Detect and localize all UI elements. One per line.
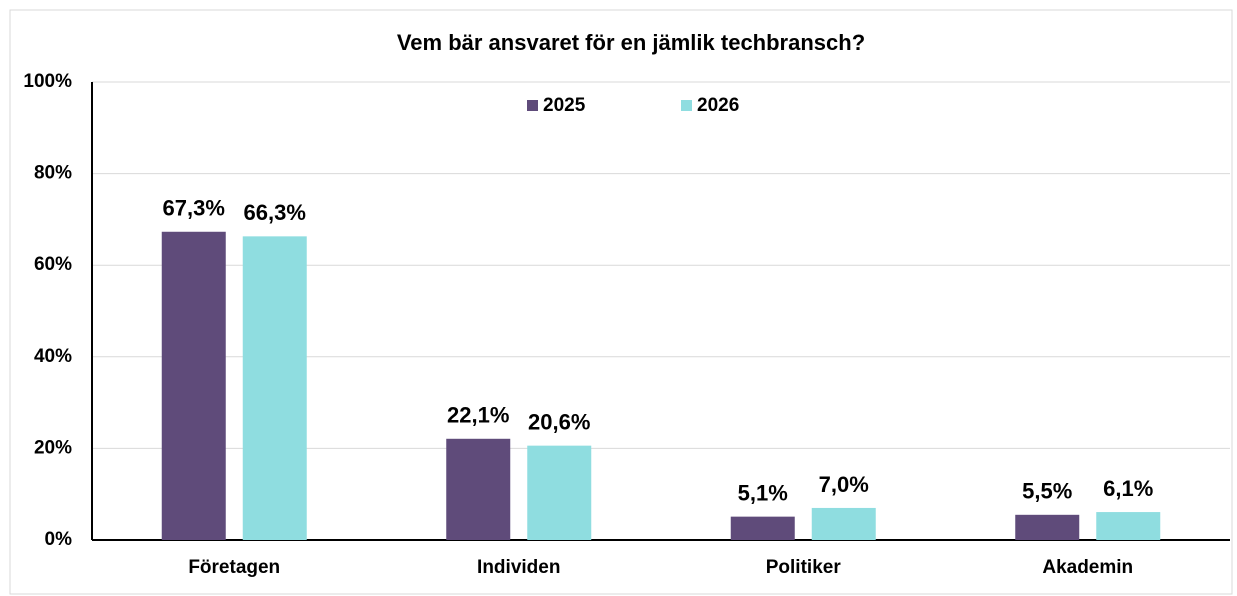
value-label: 66,3% (244, 200, 306, 225)
legend-label: 2026 (697, 95, 739, 116)
bar (811, 507, 876, 540)
bar (242, 236, 307, 540)
y-tick-label: 0% (45, 529, 73, 550)
chart-title: Vem bär ansvaret för en jämlik techbrans… (397, 30, 865, 55)
value-label: 22,1% (447, 403, 509, 428)
value-label: 20,6% (528, 409, 590, 434)
y-tick-label: 20% (34, 437, 72, 458)
legend-label: 2025 (543, 95, 586, 116)
value-label: 7,0% (819, 472, 869, 497)
y-tick-label: 40% (34, 346, 72, 367)
bar (527, 445, 592, 540)
legend-swatch (681, 100, 692, 111)
value-label: 5,5% (1022, 479, 1072, 504)
bar (730, 516, 795, 540)
bar (1096, 512, 1161, 540)
y-tick-label: 60% (34, 254, 72, 275)
x-tick-label: Politiker (766, 557, 842, 578)
x-tick-label: Företagen (188, 557, 280, 578)
legend-swatch (527, 100, 538, 111)
bar (446, 438, 511, 540)
y-tick-label: 80% (34, 163, 72, 184)
value-label: 5,1% (738, 480, 788, 505)
bar (1015, 514, 1080, 540)
value-label: 6,1% (1103, 476, 1153, 501)
x-tick-label: Individen (477, 557, 560, 578)
x-tick-label: Akademin (1042, 557, 1133, 578)
y-tick-label: 100% (23, 71, 72, 92)
value-label: 67,3% (163, 196, 225, 221)
bar (161, 231, 226, 541)
